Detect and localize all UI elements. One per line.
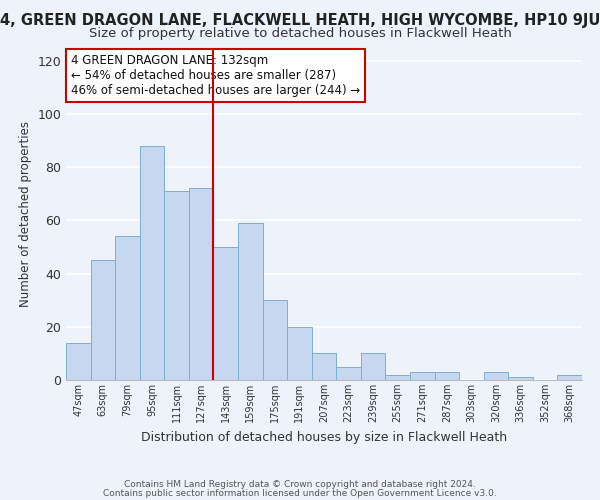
- Bar: [434, 372, 459, 380]
- Bar: [361, 354, 385, 380]
- Bar: [410, 372, 434, 380]
- Bar: [508, 378, 533, 380]
- Bar: [336, 366, 361, 380]
- Bar: [91, 260, 115, 380]
- Bar: [66, 343, 91, 380]
- Y-axis label: Number of detached properties: Number of detached properties: [19, 120, 32, 306]
- Bar: [557, 374, 582, 380]
- Text: Size of property relative to detached houses in Flackwell Heath: Size of property relative to detached ho…: [89, 28, 511, 40]
- Text: 4, GREEN DRAGON LANE, FLACKWELL HEATH, HIGH WYCOMBE, HP10 9JU: 4, GREEN DRAGON LANE, FLACKWELL HEATH, H…: [0, 12, 600, 28]
- Bar: [140, 146, 164, 380]
- Bar: [287, 327, 312, 380]
- Bar: [385, 374, 410, 380]
- Bar: [115, 236, 140, 380]
- Bar: [263, 300, 287, 380]
- Text: Contains HM Land Registry data © Crown copyright and database right 2024.: Contains HM Land Registry data © Crown c…: [124, 480, 476, 489]
- Text: Contains public sector information licensed under the Open Government Licence v3: Contains public sector information licen…: [103, 488, 497, 498]
- Bar: [164, 191, 189, 380]
- Bar: [238, 223, 263, 380]
- Bar: [312, 354, 336, 380]
- Bar: [484, 372, 508, 380]
- Bar: [189, 188, 214, 380]
- X-axis label: Distribution of detached houses by size in Flackwell Heath: Distribution of detached houses by size …: [141, 430, 507, 444]
- Bar: [214, 247, 238, 380]
- Text: 4 GREEN DRAGON LANE: 132sqm
← 54% of detached houses are smaller (287)
46% of se: 4 GREEN DRAGON LANE: 132sqm ← 54% of det…: [71, 54, 361, 97]
